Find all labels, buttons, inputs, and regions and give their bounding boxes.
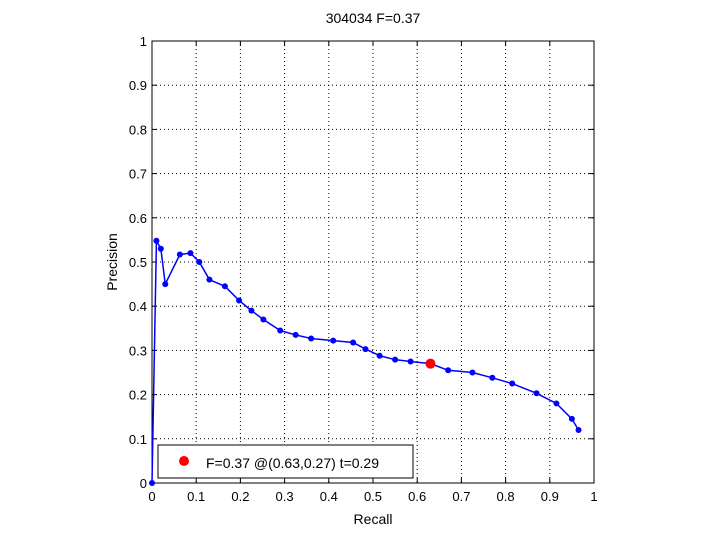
legend-marker (179, 456, 189, 466)
data-point (236, 297, 243, 304)
y-tick-label: 0 (140, 476, 147, 491)
y-tick-label: 1 (140, 34, 147, 49)
series-layer (149, 237, 582, 486)
y-tick-label: 0.4 (129, 299, 147, 314)
data-point (376, 352, 383, 359)
y-tick-label: 0.7 (129, 167, 147, 182)
y-tick-label: 0.2 (129, 388, 147, 403)
data-point (533, 390, 540, 397)
data-point (553, 400, 560, 407)
grid-lines (152, 41, 594, 483)
data-point (248, 307, 255, 314)
x-tick-label: 0.2 (231, 489, 249, 504)
y-tick-label: 0.1 (129, 432, 147, 447)
data-point (575, 426, 582, 433)
best-f-point (425, 358, 436, 369)
plot-frame (151, 40, 595, 484)
data-point (221, 283, 228, 290)
data-point (330, 337, 337, 344)
chart-title: 304034 F=0.37 (326, 10, 421, 26)
data-point (350, 339, 357, 346)
y-axis-title: Precision (104, 233, 120, 291)
x-tick-label: 1 (590, 489, 597, 504)
data-point (196, 259, 203, 265)
x-tick-labels: 0 0.1 0.2 0.3 0.4 0.5 0.6 0.7 0.8 0.9 1 (148, 489, 597, 504)
data-point (292, 331, 299, 338)
legend-box (157, 444, 414, 479)
y-tick-label: 0.5 (129, 255, 147, 270)
data-point (509, 380, 516, 387)
x-tick-label: 0.4 (320, 489, 338, 504)
x-axis-title: Recall (354, 511, 393, 527)
data-point (187, 250, 194, 257)
data-point (308, 335, 315, 342)
x-tick-label: 0.5 (364, 489, 382, 504)
data-point (407, 358, 414, 365)
data-point (277, 327, 284, 334)
y-tick-label: 0.9 (129, 78, 147, 93)
data-point (469, 369, 476, 376)
data-point (362, 346, 369, 353)
x-tick-label: 0.6 (408, 489, 426, 504)
data-point (489, 374, 496, 381)
legend: F=0.37 @(0.63,0.27) t=0.29 (157, 444, 414, 479)
x-tick-label: 0.9 (541, 489, 559, 504)
x-tick-label: 0.8 (497, 489, 515, 504)
x-tick-label: 0.3 (276, 489, 294, 504)
data-point (153, 237, 160, 244)
data-point (176, 251, 183, 258)
data-point (157, 245, 164, 252)
x-tick-label: 0 (148, 489, 155, 504)
highlight-layer (425, 358, 436, 369)
y-tick-label: 0.6 (129, 211, 147, 226)
legend-label: F=0.37 @(0.63,0.27) t=0.29 (206, 455, 379, 471)
data-point (149, 480, 155, 486)
y-tick-label: 0.3 (129, 343, 147, 358)
data-point (392, 356, 399, 363)
data-point (162, 281, 169, 288)
data-point (260, 316, 267, 323)
data-point (568, 415, 575, 422)
x-tick-label: 0.1 (187, 489, 205, 504)
data-point (206, 276, 213, 283)
data-point (445, 367, 452, 374)
y-tick-labels: 0 0.1 0.2 0.3 0.4 0.5 0.6 0.7 0.8 0.9 1 (129, 34, 147, 491)
x-tick-label: 0.7 (452, 489, 470, 504)
y-tick-label: 0.8 (129, 122, 147, 137)
